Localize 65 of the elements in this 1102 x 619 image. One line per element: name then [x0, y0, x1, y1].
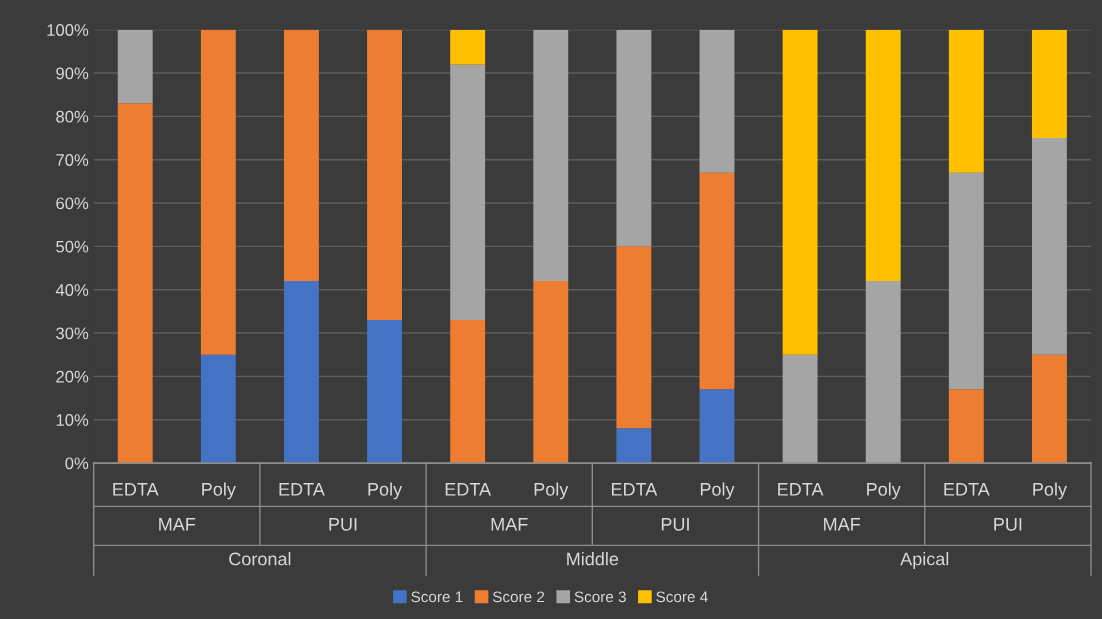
- text: MAF: [159, 518, 196, 531]
- x-tick-label: EDTA: [611, 483, 658, 496]
- bar: [865, 281, 901, 464]
- legend-label: Score 2: [492, 591, 545, 603]
- bar: [450, 29, 486, 65]
- y-tick-label: 100%: [47, 24, 89, 36]
- text: Coronal: [229, 552, 291, 566]
- bar: [1031, 138, 1067, 355]
- legend-label: Score 1: [411, 591, 463, 603]
- bar: [948, 172, 984, 390]
- text: MAF: [824, 518, 860, 531]
- y-tick-label: 40%: [55, 284, 89, 296]
- text: PUI: [329, 518, 357, 531]
- x-tick-label: EDTA: [279, 483, 325, 496]
- y-tick-label: 20%: [56, 370, 89, 383]
- x-tick-label: EDTA: [944, 483, 990, 496]
- x-tick-label: EDTA: [445, 483, 492, 496]
- x-tick-label: Poly: [202, 482, 236, 500]
- bar: [533, 281, 569, 464]
- y-tick-label: 10%: [56, 414, 89, 426]
- bar: [616, 246, 652, 429]
- bar: [1031, 354, 1067, 464]
- bar: [367, 320, 403, 464]
- bar: [699, 29, 735, 173]
- y-tick-label: 30%: [56, 327, 89, 340]
- bar: [782, 354, 818, 464]
- text: MAF: [491, 518, 528, 531]
- bar: [948, 389, 984, 464]
- text: Apical: [900, 552, 949, 569]
- bar: [533, 29, 569, 282]
- bar: [616, 29, 652, 247]
- bar: [283, 29, 319, 282]
- bar: [699, 172, 735, 390]
- bar: [450, 64, 486, 321]
- text: PUI: [661, 518, 689, 531]
- bar: [699, 389, 735, 464]
- bar: [117, 103, 153, 464]
- bar: [782, 29, 818, 355]
- x-tick-label: Poly: [867, 482, 901, 500]
- bar: [616, 428, 652, 464]
- x-tick-label: Poly: [368, 482, 403, 500]
- text: Middle: [567, 552, 619, 566]
- y-tick-label: 50%: [56, 240, 89, 253]
- bar: [200, 29, 236, 355]
- bar: [450, 320, 486, 464]
- x-tick-label: EDTA: [778, 483, 824, 496]
- x-tick-label: Poly: [1033, 482, 1067, 500]
- y-tick-label: 80%: [56, 110, 89, 123]
- bar: [1031, 29, 1067, 139]
- x-tick-label: Poly: [700, 482, 735, 500]
- x-tick-label: EDTA: [113, 483, 159, 496]
- bar: [948, 29, 984, 173]
- text: PUI: [994, 518, 1022, 531]
- legend-label: Score 3: [574, 591, 626, 603]
- bar: [865, 29, 901, 282]
- y-tick-label: 90%: [56, 67, 89, 80]
- bar: [367, 29, 403, 321]
- legend-label: Score 4: [656, 591, 708, 603]
- y-tick-label: 70%: [56, 154, 89, 166]
- bar: [117, 29, 153, 104]
- bar: [200, 354, 236, 464]
- bar: [283, 281, 319, 464]
- y-tick-label: 0%: [65, 457, 89, 470]
- y-tick-label: 60%: [56, 197, 89, 210]
- x-tick-label: Poly: [534, 482, 569, 500]
